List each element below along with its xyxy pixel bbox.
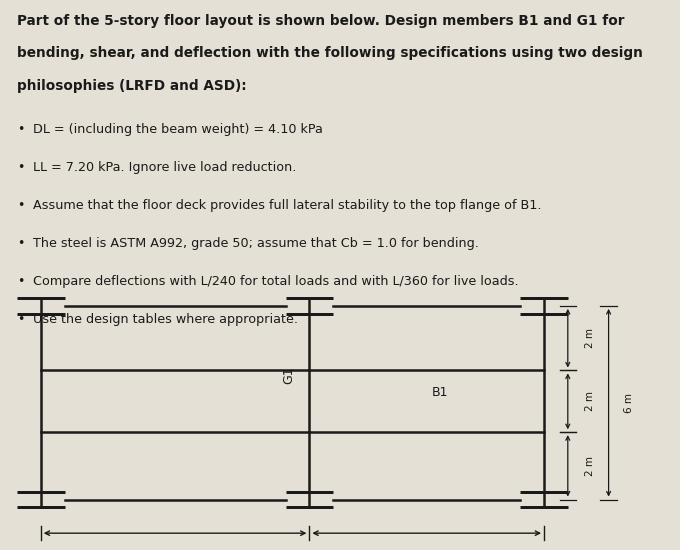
Text: •: • <box>17 275 24 288</box>
Text: G1: G1 <box>282 366 296 383</box>
Text: 2 m: 2 m <box>585 456 595 476</box>
Text: The steel is ASTM A992, grade 50; assume that Cb = 1.0 for bending.: The steel is ASTM A992, grade 50; assume… <box>33 237 479 250</box>
Text: •: • <box>17 123 24 136</box>
Text: B1: B1 <box>432 387 449 399</box>
Text: •: • <box>17 199 24 212</box>
Text: Part of the 5-story floor layout is shown below. Design members B1 and G1 for: Part of the 5-story floor layout is show… <box>17 14 624 28</box>
Text: 6 m: 6 m <box>624 393 634 412</box>
Text: Assume that the floor deck provides full lateral stability to the top flange of : Assume that the floor deck provides full… <box>33 199 541 212</box>
Text: philosophies (LRFD and ASD):: philosophies (LRFD and ASD): <box>17 79 247 92</box>
Text: Use the design tables where appropriate.: Use the design tables where appropriate. <box>33 313 298 326</box>
Text: DL = (including the beam weight) = 4.10 kPa: DL = (including the beam weight) = 4.10 … <box>33 123 322 136</box>
Text: 2 m: 2 m <box>585 328 595 348</box>
Text: 2 m: 2 m <box>585 392 595 411</box>
Text: LL = 7.20 kPa. Ignore live load reduction.: LL = 7.20 kPa. Ignore live load reductio… <box>33 161 296 174</box>
Text: Compare deflections with L/240 for total loads and with L/360 for live loads.: Compare deflections with L/240 for total… <box>33 275 518 288</box>
Text: •: • <box>17 161 24 174</box>
Text: •: • <box>17 313 24 326</box>
Text: bending, shear, and deflection with the following specifications using two desig: bending, shear, and deflection with the … <box>17 46 643 60</box>
Text: •: • <box>17 237 24 250</box>
